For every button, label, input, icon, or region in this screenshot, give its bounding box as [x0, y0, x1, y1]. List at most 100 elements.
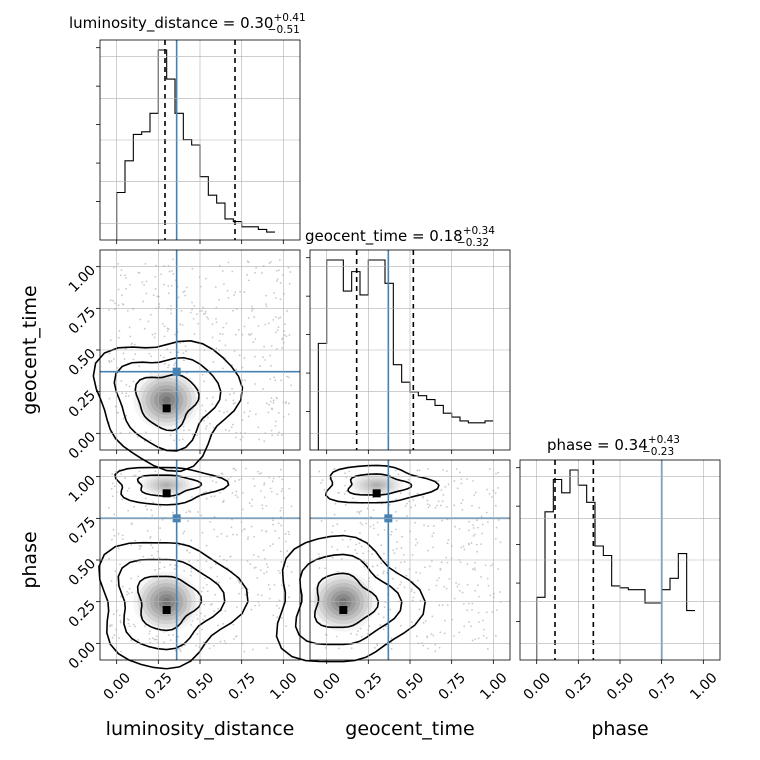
- scatter-point: [414, 521, 416, 524]
- scatter-point: [179, 648, 181, 651]
- scatter-point: [208, 422, 211, 425]
- scatter-point: [275, 347, 278, 350]
- scatter-point: [146, 529, 149, 532]
- scatter-point: [272, 477, 275, 480]
- scatter-point: [390, 530, 393, 533]
- x-axis-label: phase: [591, 718, 648, 740]
- scatter-point: [159, 527, 161, 530]
- scatter-point: [440, 489, 443, 492]
- scatter-point: [159, 354, 162, 357]
- scatter-point: [288, 584, 290, 587]
- scatter-point: [371, 565, 374, 568]
- scatter-point: [253, 316, 256, 318]
- scatter-point: [185, 350, 187, 353]
- scatter-point: [151, 637, 154, 640]
- scatter-point: [263, 440, 266, 443]
- scatter-point: [265, 571, 268, 573]
- scatter-point: [415, 538, 417, 541]
- scatter-point: [432, 546, 434, 549]
- scatter-point: [394, 469, 397, 472]
- scatter-point: [379, 624, 382, 626]
- scatter-point: [460, 546, 463, 549]
- scatter-point: [264, 359, 267, 361]
- scatter-point: [472, 480, 475, 482]
- scatter-point: [284, 533, 287, 535]
- scatter-point: [108, 361, 111, 363]
- scatter-point: [253, 567, 256, 569]
- scatter-point: [142, 300, 145, 303]
- scatter-point: [178, 544, 180, 547]
- scatter-point: [206, 397, 209, 400]
- scatter-point: [149, 536, 152, 538]
- scatter-point: [128, 326, 131, 329]
- scatter-point: [272, 401, 275, 404]
- scatter-point: [149, 630, 151, 633]
- scatter-point: [120, 650, 123, 653]
- y-tick-label: 0.75: [66, 304, 99, 337]
- y-axis-label: phase: [19, 531, 41, 588]
- scatter-point: [235, 635, 238, 638]
- scatter-point: [392, 577, 394, 580]
- scatter-point: [455, 582, 458, 584]
- scatter-point: [474, 569, 476, 571]
- scatter-point: [410, 590, 413, 592]
- scatter-point: [195, 313, 198, 316]
- x-tick-label: 0.50: [394, 670, 427, 703]
- scatter-point: [446, 542, 449, 545]
- scatter-point: [422, 621, 425, 624]
- scatter-point: [145, 292, 148, 295]
- scatter-point: [247, 415, 250, 418]
- x-tick-label: 1.00: [477, 670, 510, 703]
- scatter-point: [497, 471, 500, 474]
- scatter-point: [121, 392, 124, 395]
- scatter-point: [223, 411, 225, 414]
- scatter-point: [274, 420, 277, 423]
- scatter-point: [226, 535, 228, 538]
- contour-line: [92, 340, 244, 473]
- scatter-point: [406, 502, 408, 505]
- scatter-point: [143, 440, 146, 442]
- scatter-point: [415, 571, 418, 574]
- scatter-point: [273, 292, 276, 294]
- scatter-point: [287, 266, 290, 269]
- scatter-point: [119, 563, 121, 566]
- scatter-point: [261, 504, 264, 506]
- scatter-point: [153, 336, 156, 339]
- scatter-point: [234, 480, 237, 483]
- scatter-point: [141, 281, 144, 284]
- scatter-point: [278, 599, 281, 602]
- scatter-point: [213, 610, 216, 613]
- scatter-point: [218, 339, 221, 342]
- scatter-point: [443, 632, 446, 635]
- scatter-point: [169, 563, 172, 566]
- scatter-point: [125, 276, 127, 279]
- scatter-point: [224, 428, 227, 431]
- scatter-point: [281, 478, 284, 481]
- scatter-point: [265, 530, 267, 533]
- scatter-point: [477, 611, 480, 614]
- scatter-point: [453, 635, 455, 637]
- scatter-point: [430, 633, 433, 636]
- scatter-point: [225, 322, 228, 325]
- scatter-point: [474, 589, 477, 592]
- scatter-point: [197, 511, 199, 513]
- scatter-point: [264, 557, 266, 560]
- scatter-point: [150, 544, 153, 547]
- scatter-point: [108, 309, 111, 312]
- y-tick-label: 0.50: [66, 556, 99, 589]
- scatter-point: [243, 650, 246, 653]
- scatter-point: [392, 549, 395, 552]
- scatter-point: [488, 493, 491, 495]
- scatter-point: [269, 354, 272, 357]
- scatter-point: [472, 524, 475, 526]
- scatter-point: [285, 625, 288, 627]
- scatter-point: [274, 530, 277, 532]
- scatter-point: [276, 616, 278, 619]
- scatter-point: [362, 552, 365, 555]
- scatter-point: [191, 496, 193, 498]
- scatter-point: [151, 546, 154, 549]
- scatter-point: [483, 628, 486, 631]
- scatter-point: [114, 302, 116, 305]
- scatter-point: [447, 539, 450, 541]
- scatter-point: [459, 471, 461, 474]
